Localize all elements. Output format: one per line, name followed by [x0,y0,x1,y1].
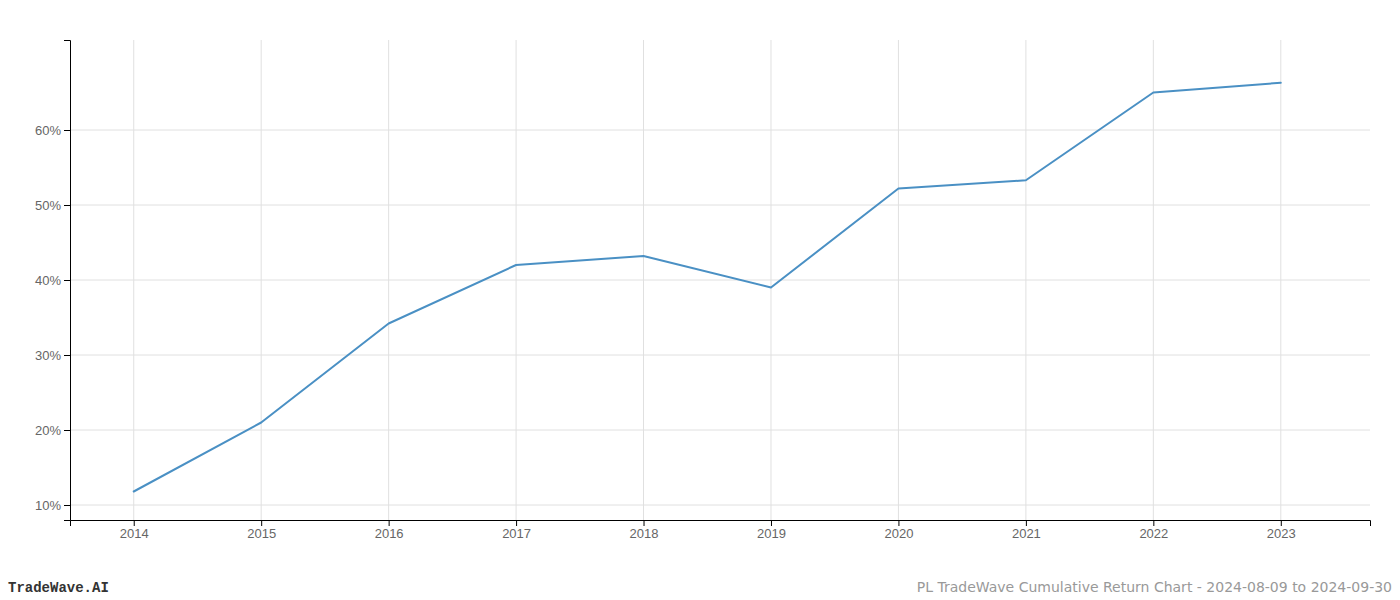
grid-line [70,355,1370,356]
footer-left: TradeWave.AI [8,580,109,596]
tick-mark [64,205,70,206]
tick-mark [1281,520,1282,526]
tick-mark [64,130,70,131]
grid-line [133,40,134,520]
tick-mark [64,505,70,506]
tick-label: 2019 [757,526,786,541]
tick: 2019 [757,520,786,541]
tick: 60% [35,123,70,138]
tick-mark [516,520,517,526]
tick-mark [898,520,899,526]
tick-mark [64,280,70,281]
line [134,83,1281,492]
tick-label: 60% [35,123,61,138]
tick: 2017 [502,520,531,541]
grid-line [1153,40,1154,520]
grid-line [70,430,1370,431]
tick: 2018 [630,520,659,541]
grid-line [388,40,389,520]
grid-line [770,40,771,520]
tick-label: 20% [35,423,61,438]
tick-label: 2016 [375,526,404,541]
tick-label: 2021 [1012,526,1041,541]
grid-line [70,505,1370,506]
tick: 2023 [1267,520,1296,541]
tick-label: 2015 [247,526,276,541]
tick-mark [1153,520,1154,526]
grid-line [261,40,262,520]
axis-line [64,41,71,521]
grid-line [1280,40,1281,520]
tick: 2016 [375,520,404,541]
plot: 2014 2015 2016 2017 2018 2019 2020 2021 2022 2023… [35,40,1371,541]
tick: 2015 [247,520,276,541]
tick-label: 2017 [502,526,531,541]
tick-mark [64,430,70,431]
tick-mark [64,355,70,356]
tick: 2020 [884,520,913,541]
footer-right: PL TradeWave Cumulative Return Chart - 2… [917,579,1392,595]
y-axis: 10% 20% 30% 40% 50% 60% [35,41,71,521]
chart: 2014 2015 2016 2017 2018 2019 2020 2021 2022 2023… [0,0,1400,600]
tick-mark [261,520,262,526]
marks [134,83,1281,492]
grid [70,40,1370,520]
grid-line [70,280,1370,281]
tick-label: 40% [35,273,61,288]
tick: 40% [35,273,70,288]
tick: 2014 [120,520,149,541]
tick-mark [134,520,135,526]
x-axis: 2014 2015 2016 2017 2018 2019 2020 2021 2022 2023 [71,520,1371,541]
tick-mark [389,520,390,526]
tick-label: 2020 [884,526,913,541]
tick: 20% [35,423,70,438]
tick: 2021 [1012,520,1041,541]
tick-label: 50% [35,198,61,213]
tick: 10% [35,498,70,513]
tick: 2022 [1139,520,1168,541]
tick-mark [771,520,772,526]
grid-line [70,130,1370,131]
tick: 30% [35,348,70,363]
grid-line [516,40,517,520]
tick-label: 2022 [1139,526,1168,541]
tick-label: 2014 [120,526,149,541]
axis-line [71,521,1371,527]
tick-mark [1026,520,1027,526]
grid-line [70,205,1370,206]
grid-line [1025,40,1026,520]
tick-mark [644,520,645,526]
tick-label: 2023 [1267,526,1296,541]
grid-line [643,40,644,520]
tick-label: 2018 [630,526,659,541]
tick-label: 10% [35,498,61,513]
grid-line [898,40,899,520]
tick-label: 30% [35,348,61,363]
tick: 50% [35,198,70,213]
